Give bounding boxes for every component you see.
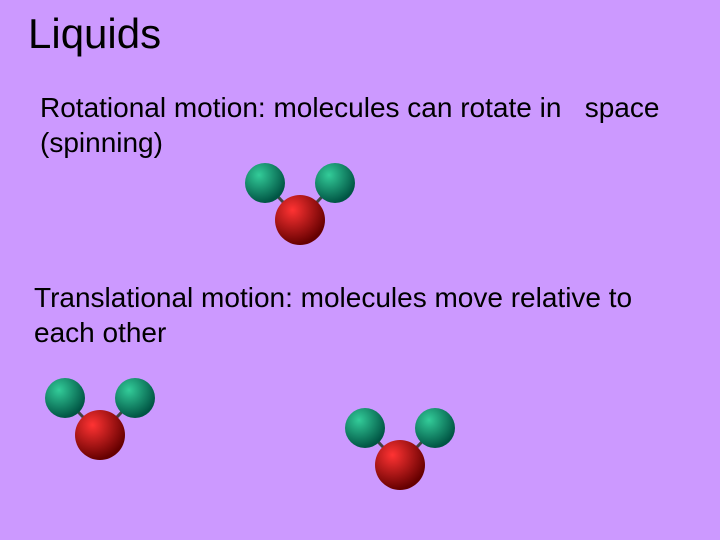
hydrogen-atom-icon	[345, 408, 385, 448]
translational-molecule-right	[330, 400, 470, 505]
hydrogen-atom-icon	[315, 163, 355, 203]
hydrogen-atom-icon	[245, 163, 285, 203]
translational-motion-text: Translational motion: molecules move rel…	[34, 280, 654, 350]
hydrogen-atom-icon	[415, 408, 455, 448]
hydrogen-atom-icon	[115, 378, 155, 418]
rotational-motion-text: Rotational motion: molecules can rotate …	[40, 90, 660, 160]
oxygen-atom-icon	[75, 410, 125, 460]
oxygen-atom-icon	[375, 440, 425, 490]
translational-molecule-left	[30, 370, 170, 475]
rotational-molecule	[230, 155, 370, 260]
oxygen-atom-icon	[275, 195, 325, 245]
hydrogen-atom-icon	[45, 378, 85, 418]
slide-title: Liquids	[28, 10, 161, 58]
